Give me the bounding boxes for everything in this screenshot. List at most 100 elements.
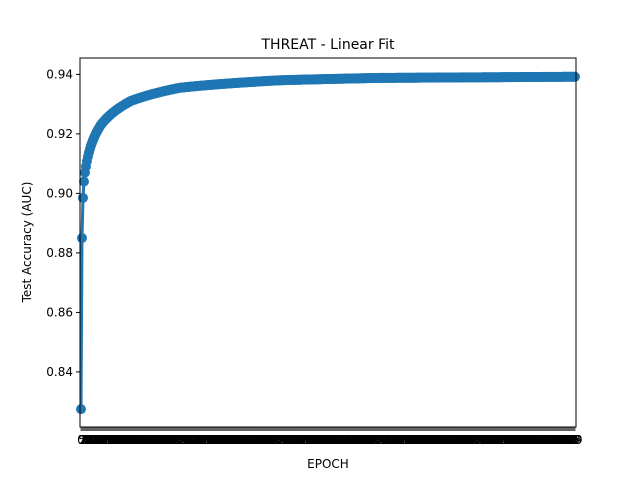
x-tick-label: 36 [406,433,421,447]
x-tick-label: 44 [216,433,231,447]
x-tick-label: 4 [180,433,188,447]
x-tick-label: 24 [295,433,310,447]
x-tick-label: 76 [149,433,164,447]
x-tick-label: 54 [325,433,340,447]
x-tick-label: 16 [89,433,104,447]
x-tick-label: 60 [133,433,148,447]
x-tick-label: 43 [413,433,428,447]
x-tick-label: 33 [304,433,319,447]
x-tick-label: 79 [152,433,167,447]
x-tick-label: 38 [210,433,225,447]
x-tick-label: 13 [86,433,101,447]
x-tick-label: 56 [525,433,540,447]
x-tick-label: 66 [139,433,154,447]
y-tick-label: 0.84 [46,365,73,379]
x-tick-label: 92 [164,433,179,447]
x-tick-label: 72 [541,433,556,447]
x-tick-label: 7 [282,433,290,447]
x-tick-label: 4 [378,433,386,447]
x-tick-label: 95 [167,433,182,447]
x-tick-label: 5 [181,433,189,447]
x-tick-label: 12 [85,433,100,447]
x-tick-label: 0 [374,433,382,447]
x-tick-label: 17 [90,433,105,447]
x-tick-label: 49 [518,433,533,447]
x-tick-label: 5 [78,433,86,447]
x-tick-label: 23 [96,433,111,447]
x-tick-label: 58 [329,433,344,447]
x-tick-label: 29 [498,433,513,447]
x-tick-label: 11 [381,433,396,447]
x-tick-label: 65 [435,433,450,447]
x-tick-label: 57 [229,433,244,447]
x-tick-label: 70 [143,433,158,447]
x-tick-label: 14 [483,433,498,447]
x-tick-label: 62 [333,433,348,447]
x-tick-label: 73 [542,433,557,447]
x-tick-label: 45 [514,433,529,447]
y-tick-label: 0.94 [46,67,73,81]
x-tick-label: 44 [117,433,132,447]
x-tick-label: 85 [553,433,568,447]
x-tick-label: 18 [190,433,205,447]
x-tick-label: 20 [192,433,207,447]
x-tick-label: 21 [94,433,109,447]
x-tick-label: 32 [105,433,120,447]
x-tick-label: 36 [109,433,124,447]
x-tick-label: 81 [154,433,169,447]
x-tick-label: 69 [241,433,256,447]
x-tick-label: 71 [243,433,258,447]
x-tick-label: 33 [403,433,418,447]
x-tick-label: 65 [138,433,153,447]
x-tick-label: 68 [339,433,354,447]
x-tick-label: 52 [224,433,239,447]
x-tick-label: 80 [549,433,564,447]
x-tick-label: 81 [352,433,367,447]
x-tick-label: 79 [350,433,365,447]
x-tick-label: 20 [390,433,405,447]
x-tick-label: 2 [475,433,483,447]
x-tick-label: 18 [91,433,106,447]
x-tick-label: 92 [263,433,278,447]
x-tick-label: 18 [289,433,304,447]
data-point [76,404,86,415]
x-tick-label: 11 [282,433,297,447]
x-tick-label: 91 [262,433,277,447]
x-tick-label: 16 [485,433,500,447]
x-tick-label: 61 [530,433,545,447]
x-tick-label: 75 [346,433,361,447]
x-tick-label: 85 [356,433,371,447]
x-tick-label: 28 [200,433,215,447]
x-tick-label: 71 [441,433,456,447]
x-tick-label: 86 [455,433,470,447]
x-tick-label: 52 [323,433,338,447]
x-tick-label: 4 [81,433,89,447]
x-tick-label: 48 [220,433,235,447]
x-tick-label: 64 [434,433,449,447]
x-tick-label: 7 [84,433,92,447]
x-tick-label: 53 [423,433,438,447]
x-tick-label: 96 [465,433,480,447]
x-tick-label: 21 [193,433,208,447]
x-tick-label: 14 [285,433,300,447]
x-tick-label: 6 [281,433,289,447]
x-tick-label: 89 [458,433,473,447]
x-tick-label: 20 [291,433,306,447]
x-tick-label: 1 [177,433,185,447]
x-tick-label: 21 [391,433,406,447]
x-tick-label: 78 [349,433,364,447]
x-tick-label: 47 [516,433,531,447]
x-tick-label: 74 [345,433,360,447]
x-tick-label: 68 [537,433,552,447]
x-tick-label: 77 [447,433,462,447]
x-tick-label: 41 [312,433,327,447]
x-tick-label: 30 [499,433,514,447]
x-tick-label: 74 [543,433,558,447]
x-tick-label: 61 [233,433,248,447]
x-tick-label: 96 [564,433,579,447]
x-tick-label: 86 [257,433,272,447]
x-tick-label: 78 [448,433,463,447]
x-tick-label: 19 [191,433,206,447]
x-tick-label: 92 [362,433,377,447]
x-tick-label: 62 [531,433,546,447]
